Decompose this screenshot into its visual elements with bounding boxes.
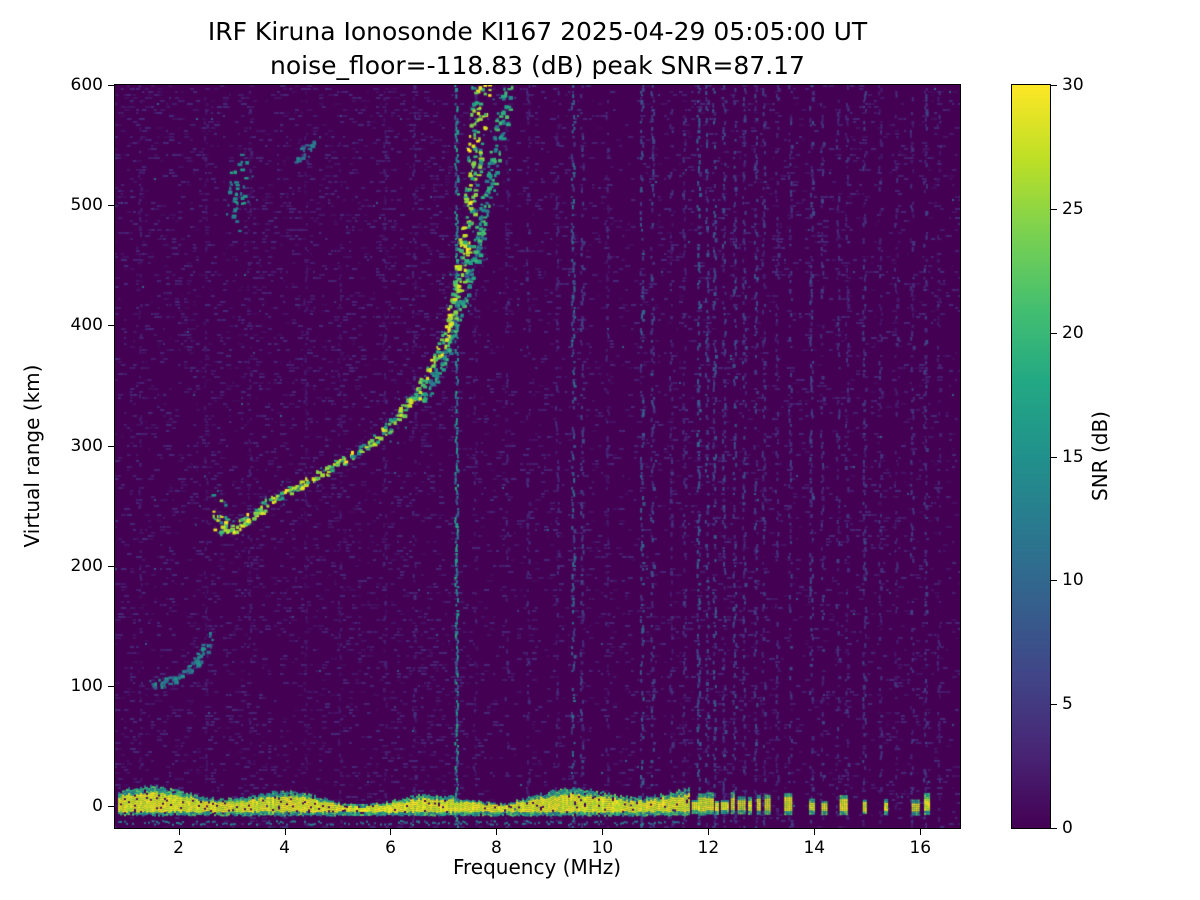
figure-title: IRF Kiruna Ionosonde KI167 2025-04-29 05… (207, 17, 868, 46)
tick-mark (108, 686, 114, 688)
x-tick-label: 2 (173, 838, 184, 858)
y-tick-label: 500 (70, 195, 103, 216)
colorbar-tick-label: 10 (1062, 570, 1084, 591)
tick-mark (814, 829, 816, 835)
tick-mark (1051, 704, 1057, 706)
colorbar (1011, 84, 1051, 829)
tick-mark (284, 829, 286, 835)
tick-mark (496, 829, 498, 835)
x-tick-label: 10 (591, 838, 614, 858)
colorbar-tick-label: 20 (1062, 322, 1084, 343)
tick-mark (1051, 828, 1057, 829)
y-axis-label: Virtual range (km) (20, 364, 44, 548)
figure-title-block: IRF Kiruna Ionosonde KI167 2025-04-29 05… (115, 15, 960, 83)
colorbar-tick-label: 30 (1062, 75, 1084, 95)
y-tick-label: 600 (70, 75, 103, 95)
y-tick-label: 100 (70, 676, 103, 697)
colorbar-canvas (1012, 85, 1050, 828)
y-tick-label: 200 (70, 555, 103, 576)
tick-mark (1051, 208, 1057, 210)
x-tick-label: 6 (385, 838, 396, 858)
tick-mark (108, 565, 114, 567)
colorbar-tick-label: 25 (1062, 198, 1084, 219)
tick-mark (920, 829, 922, 835)
tick-mark (108, 325, 114, 327)
plot-area (114, 84, 961, 829)
colorbar-tick-label: 0 (1062, 818, 1073, 838)
tick-mark (108, 806, 114, 808)
y-tick-label: 400 (70, 315, 103, 336)
x-tick-label: 4 (279, 838, 290, 858)
x-tick-label: 12 (697, 838, 720, 858)
y-tick-label: 300 (70, 435, 103, 456)
colorbar-tick-label: 5 (1062, 694, 1073, 715)
tick-mark (108, 205, 114, 207)
x-axis-label: Frequency (MHz) (452, 855, 622, 879)
tick-mark (1051, 85, 1057, 86)
tick-mark (108, 445, 114, 447)
x-tick-label: 16 (909, 838, 932, 858)
x-tick-label: 8 (491, 838, 502, 858)
y-tick-label: 0 (92, 796, 103, 817)
heatmap-canvas (115, 85, 960, 828)
tick-mark (178, 829, 180, 835)
tick-mark (108, 85, 114, 86)
colorbar-label: SNR (dB) (1088, 411, 1112, 501)
figure-subtitle: noise_floor=-118.83 (dB) peak SNR=87.17 (270, 51, 805, 80)
tick-mark (602, 829, 604, 835)
tick-mark (1051, 580, 1057, 582)
colorbar-tick-label: 15 (1062, 446, 1084, 467)
x-tick-label: 14 (803, 838, 826, 858)
tick-mark (1051, 332, 1057, 334)
tick-mark (708, 829, 710, 835)
tick-mark (390, 829, 392, 835)
tick-mark (1051, 456, 1057, 458)
